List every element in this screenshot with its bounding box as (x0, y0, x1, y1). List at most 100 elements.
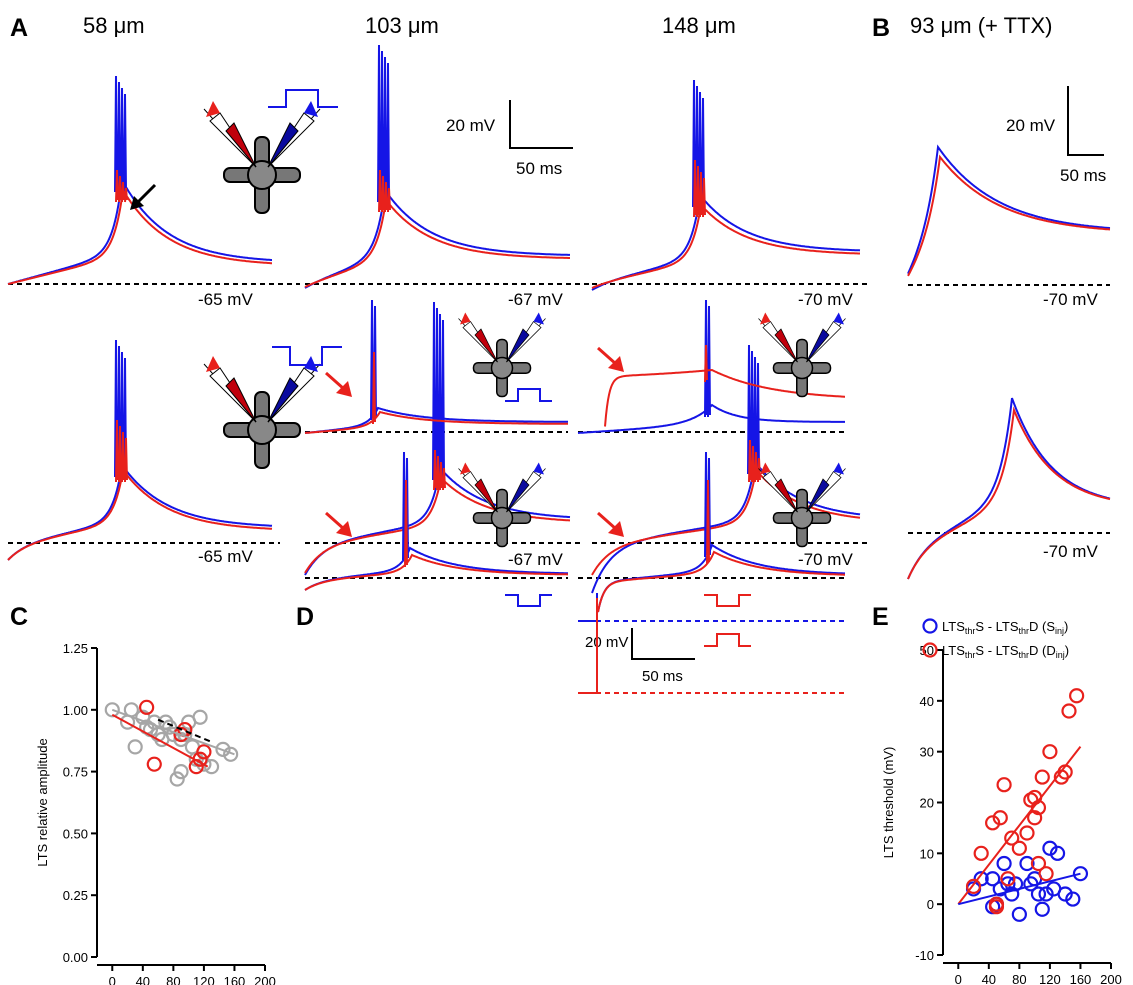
y-axis-label: LTS relative amplitude (35, 738, 50, 866)
legend-text: LTS (942, 643, 965, 658)
legend-text: D (S (1029, 619, 1055, 634)
data-point (996, 777, 1012, 793)
legend-text: thr (1019, 650, 1030, 660)
y-tick-label: 40 (920, 694, 934, 709)
x-tick-label: 160 (224, 974, 246, 985)
data-point (104, 702, 120, 718)
panel-title: 148 μm (662, 13, 736, 38)
x-tick-label: 40 (982, 972, 996, 985)
data-point (1034, 769, 1050, 785)
data-point (1011, 906, 1027, 922)
trace (304, 351, 568, 434)
y-tick-label: 0.50 (63, 826, 88, 841)
data-point (1034, 901, 1050, 917)
panel-letter: A (10, 14, 28, 42)
arrow (325, 371, 345, 391)
trace (7, 169, 272, 285)
data-point (161, 719, 178, 735)
vm-label: -70 mV (798, 290, 853, 309)
data-point (992, 810, 1008, 826)
x-tick-label: 0 (955, 972, 962, 985)
legend-marker (922, 618, 938, 634)
legend-marker (922, 642, 938, 658)
arrow (336, 381, 352, 397)
scale-label: 50 ms (516, 159, 562, 178)
x-tick-label: 40 (136, 974, 150, 985)
x-tick-label: 160 (1070, 972, 1092, 985)
vm-label: -70 mV (798, 550, 853, 569)
trace (304, 44, 570, 289)
legend-text: thr (965, 650, 976, 660)
data-point (1027, 810, 1043, 826)
trace (7, 419, 273, 561)
data-point (973, 871, 989, 887)
trace (304, 169, 570, 288)
data-point (203, 759, 220, 775)
scale-bar (631, 628, 695, 660)
data-point (985, 815, 1001, 831)
fit-line (111, 713, 209, 768)
legend-label: LTSthrS - LTSthrD (Dinj) (942, 643, 1069, 660)
x-tick-label: 0 (109, 974, 116, 985)
scale-label: 20 mV (1006, 116, 1056, 135)
data-point (1049, 845, 1066, 861)
arrow (597, 346, 617, 366)
trace (597, 479, 845, 613)
y-tick-label: 10 (920, 846, 934, 861)
scale-label: 20 mV (585, 634, 628, 651)
data-point (1072, 866, 1089, 882)
data-point (1038, 866, 1054, 882)
arrow (608, 356, 624, 372)
panel-letter: E (872, 603, 889, 631)
data-point (985, 871, 1001, 887)
data-point (1030, 886, 1047, 902)
data-point (1004, 830, 1020, 846)
y-tick-label: 30 (920, 745, 934, 760)
y-tick-label: -10 (915, 948, 934, 963)
legend-text: S - LTS (975, 619, 1018, 634)
x-tick-label: 80 (166, 974, 180, 985)
arrows (130, 183, 157, 210)
panel-letter: C (10, 603, 28, 631)
data-point (1000, 876, 1016, 892)
panel-letter: D (296, 603, 314, 631)
data-point (146, 756, 162, 772)
vm-label: -67 mV (508, 290, 563, 309)
legend-text: thr (965, 626, 976, 636)
trace (591, 344, 861, 594)
vm-label: -65 mV (198, 547, 253, 566)
data-point (1042, 744, 1058, 760)
data-point (1042, 840, 1058, 856)
y-tick-label: 0.00 (63, 950, 88, 965)
scale-label: 20 mV (446, 116, 496, 135)
data-point (965, 878, 982, 894)
arrow (325, 511, 345, 531)
vm-label: -65 mV (198, 290, 253, 309)
traces (7, 44, 1111, 694)
data-point (1065, 891, 1081, 907)
trace (304, 479, 568, 591)
data-point (973, 845, 989, 861)
data-point (173, 763, 189, 780)
data-point (1057, 886, 1073, 902)
legend-text: LTS (942, 619, 965, 634)
data-point (1004, 886, 1020, 902)
trace (304, 449, 570, 574)
data-point (1030, 855, 1047, 872)
data-point (996, 855, 1012, 872)
x-tick-label: 120 (1039, 972, 1061, 985)
y-tick-label: 0.75 (63, 765, 88, 780)
fit-line (958, 872, 1081, 906)
data-point (988, 899, 1005, 915)
y-axis-label: LTS threshold (mV) (881, 747, 896, 859)
data-point (192, 709, 208, 725)
trace (907, 144, 1111, 275)
scale-label: 50 ms (1060, 166, 1106, 185)
legend-text: ) (1065, 643, 1069, 658)
vm-label: -70 mV (1043, 542, 1098, 561)
data-point (1019, 825, 1035, 841)
panel-title: 58 μm (83, 13, 145, 38)
x-tick-label: 200 (1100, 972, 1122, 985)
legend-text: D (D (1029, 643, 1056, 658)
